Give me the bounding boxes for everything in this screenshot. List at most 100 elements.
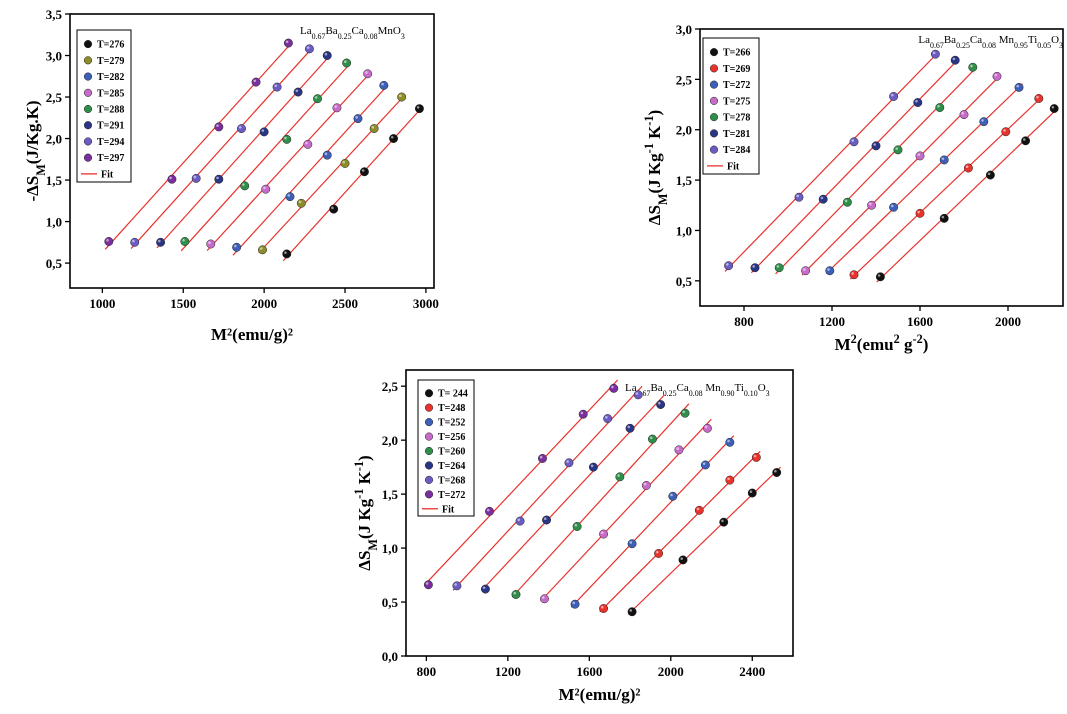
data-point <box>963 163 973 173</box>
data-point-highlight <box>580 411 584 415</box>
data-point <box>363 69 373 79</box>
legend-marker <box>83 153 93 162</box>
data-point <box>985 170 995 180</box>
legend-label: T=269 <box>723 64 750 75</box>
data-point <box>303 139 313 149</box>
data-point-highlight <box>796 194 799 198</box>
data-point <box>1014 82 1024 92</box>
data-point <box>538 454 547 463</box>
y-axis-label: -ΔSM(J/Kg.K) <box>23 100 48 201</box>
data-point <box>397 92 407 102</box>
legend-marker <box>424 490 434 499</box>
data-point <box>1049 104 1059 114</box>
data-point-highlight <box>324 52 328 56</box>
data-point <box>889 202 899 212</box>
data-point-highlight <box>961 112 964 115</box>
data-point-highlight <box>611 385 614 389</box>
fit-line <box>511 403 690 598</box>
data-point-highlight <box>600 531 604 535</box>
fit-line <box>849 95 1043 280</box>
data-point <box>156 237 166 247</box>
data-point-highlight <box>869 202 872 206</box>
data-point <box>353 114 363 124</box>
data-point-highlight <box>234 244 237 248</box>
data-point-highlight <box>242 183 245 186</box>
fit-line <box>481 394 665 591</box>
data-point-highlight <box>917 210 920 214</box>
x-tick-label: 800 <box>417 664 437 679</box>
legend-label: T=256 <box>438 432 465 443</box>
data-point <box>867 200 877 210</box>
fit-line <box>206 71 372 252</box>
data-point-highlight <box>541 596 545 599</box>
fit-line <box>156 54 332 249</box>
data-point-highlight <box>629 541 633 544</box>
data-point-highlight <box>917 153 920 156</box>
legend-fit-label: Fit <box>727 161 740 172</box>
data-point-highlight <box>285 40 289 44</box>
y-tick-label: 2,0 <box>46 132 62 147</box>
legend-label: T=275 <box>723 96 750 107</box>
data-point <box>747 488 757 498</box>
data-point <box>915 208 925 218</box>
formula-title: La0.67Ba0.25Ca0.08 Mn0.90Ti0.10O3 <box>625 382 770 398</box>
legend-marker <box>709 48 719 57</box>
data-point-highlight <box>274 84 278 88</box>
plot-frame <box>405 369 794 657</box>
data-point <box>719 517 729 527</box>
data-point-highlight <box>1023 138 1026 141</box>
data-point-highlight <box>572 601 576 605</box>
data-point-highlight <box>365 71 368 74</box>
data-point-highlight <box>361 169 365 172</box>
data-point-highlight <box>721 519 724 523</box>
data-point-highlight <box>952 57 956 61</box>
data-point <box>774 263 784 273</box>
x-tick-label: 1600 <box>576 664 602 679</box>
data-point-highlight <box>331 206 334 210</box>
data-point-highlight <box>259 247 263 250</box>
data-point <box>842 197 852 207</box>
y-tick-label: 2,5 <box>382 379 399 394</box>
legend-label: T=294 <box>97 137 124 148</box>
data-point <box>992 71 1002 81</box>
data-point <box>656 400 666 409</box>
data-point <box>485 506 494 516</box>
data-point-highlight <box>891 93 894 97</box>
data-point-highlight <box>355 116 358 119</box>
x-tick-label: 1200 <box>819 314 845 329</box>
legend-label: T=248 <box>438 403 465 414</box>
data-point-highlight <box>704 425 708 429</box>
y-tick-label: 0,5 <box>382 595 399 610</box>
data-point <box>801 266 811 276</box>
legend-label: T=272 <box>438 490 465 501</box>
data-point <box>342 58 352 68</box>
fit-line <box>104 41 293 250</box>
data-point <box>1001 127 1011 137</box>
data-point <box>979 117 989 127</box>
data-point-highlight <box>106 238 109 242</box>
legend: T=276 T=279 T=282 T=285 T=288 T=291 T=294 T=297… <box>76 29 132 183</box>
data-point <box>725 475 735 485</box>
chart-ti-005: 800 1200 1600 2000 0,5 1,0 1,5 2,0 2,5 3,0 M2(emu2… <box>642 22 1064 354</box>
data-point-highlight <box>696 507 700 511</box>
data-point <box>588 462 598 472</box>
data-point-highlight <box>994 73 997 77</box>
data-point-highlight <box>182 238 185 242</box>
y-axis-label: ΔSM(J Kg-1 K-1) <box>352 455 380 570</box>
data-point-highlight <box>454 583 457 586</box>
legend-label: T=279 <box>97 56 124 67</box>
data-point-highlight <box>216 176 219 180</box>
fit-line <box>130 46 314 249</box>
data-point <box>180 237 190 246</box>
legend-label: T=278 <box>723 113 750 124</box>
data-point-highlight <box>543 517 547 521</box>
y-tick-label: 1,5 <box>46 173 63 188</box>
data-point-highlight <box>851 139 854 142</box>
y-tick-label: 1,0 <box>382 541 398 556</box>
data-point-highlight <box>649 436 653 440</box>
data-point <box>750 263 760 273</box>
data-point <box>540 594 549 604</box>
data-point-highlight <box>941 157 945 160</box>
data-point <box>968 62 978 72</box>
y-tick-label: 1,5 <box>382 487 399 502</box>
